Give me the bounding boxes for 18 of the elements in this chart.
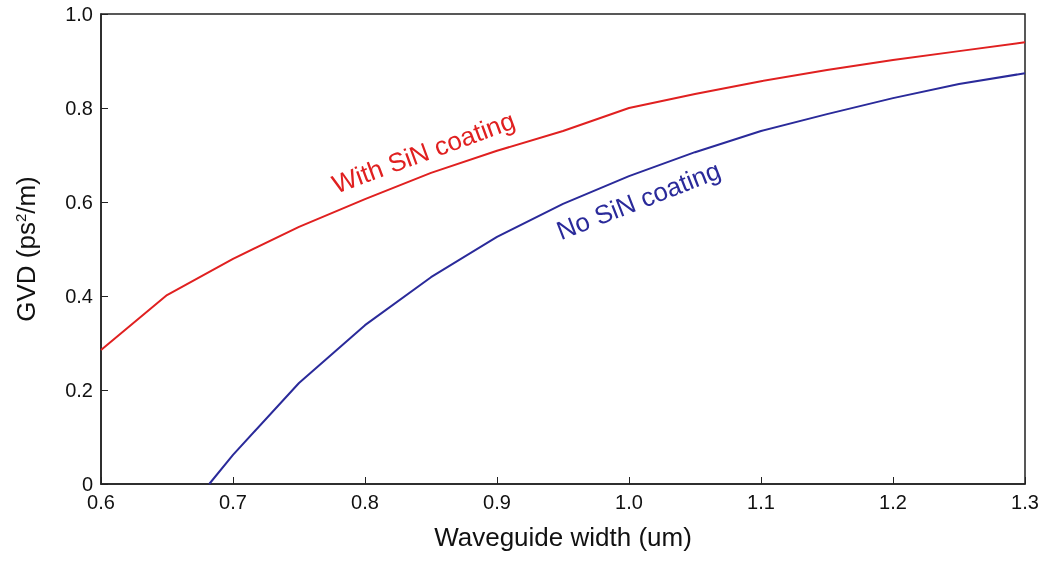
y-tick-label: 0.4	[65, 285, 93, 307]
y-tick-label: 1.0	[65, 3, 93, 25]
y-axis-title: GVD (ps2/m)	[11, 176, 41, 322]
x-tick-label: 1.2	[879, 491, 907, 513]
text: With SiN coating	[328, 105, 519, 200]
line-series	[100, 41, 1026, 352]
x-axis-title: Waveguide width (um)	[434, 522, 692, 552]
x-tick-label: 0.7	[219, 491, 247, 513]
y-tick-label: 0.8	[65, 97, 93, 119]
y-tick-label: 0.2	[65, 379, 93, 401]
y-tick-label: 0.6	[65, 191, 93, 213]
line-series	[208, 72, 1026, 485]
x-tick-label: 1.0	[615, 491, 643, 513]
x-tick-label: 0.8	[351, 491, 379, 513]
x-tick-label: 1.1	[747, 491, 775, 513]
text: No SiN coating	[552, 154, 725, 246]
x-tick-label: 0.9	[483, 491, 511, 513]
x-tick-label: 1.3	[1011, 491, 1039, 513]
